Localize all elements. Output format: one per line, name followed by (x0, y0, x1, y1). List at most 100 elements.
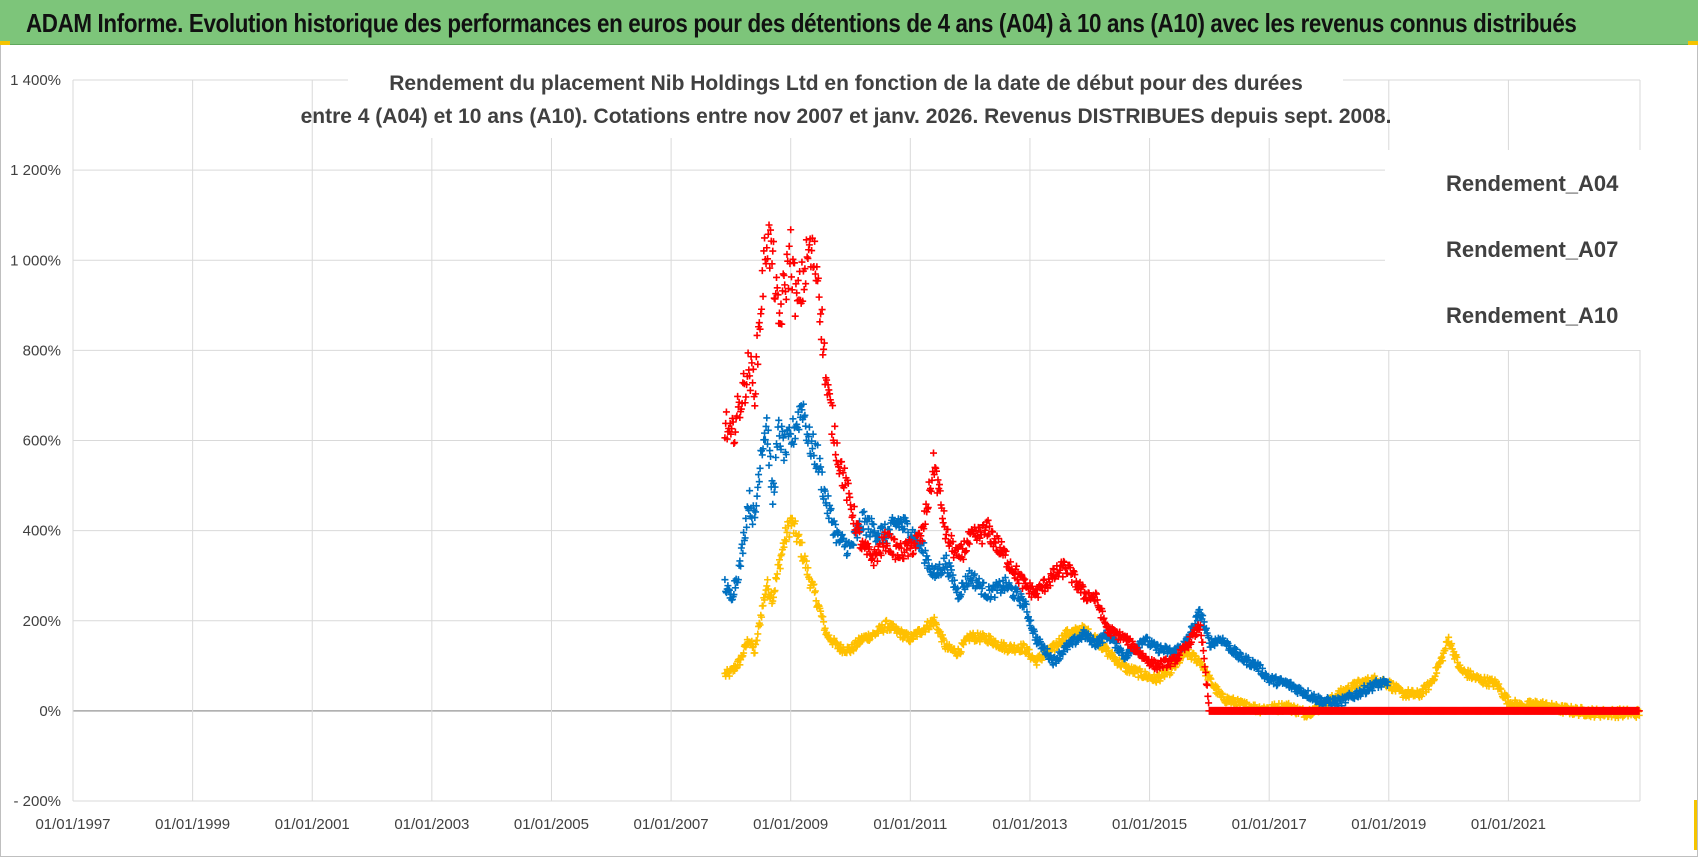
data-point (1196, 606, 1204, 614)
data-point (823, 376, 831, 384)
data-point (762, 422, 770, 430)
data-point (764, 255, 772, 263)
data-point (1034, 593, 1042, 601)
banner-title: ADAM Informe. Evolution historique des p… (26, 8, 1577, 38)
data-point (839, 469, 847, 477)
data-point (820, 495, 828, 503)
data-point (855, 528, 863, 536)
data-point (743, 523, 751, 531)
data-point (820, 618, 828, 626)
corner-accent-right (1688, 41, 1698, 45)
x-tick-label: 01/01/1999 (155, 816, 230, 833)
data-point (798, 406, 806, 414)
data-point (802, 422, 810, 430)
data-point (763, 414, 771, 422)
data-point (949, 538, 957, 546)
data-point (767, 226, 775, 234)
data-point (1634, 706, 1643, 715)
data-point (782, 537, 790, 545)
data-point (975, 524, 983, 532)
data-point (756, 464, 764, 472)
data-point (738, 540, 746, 548)
data-point (1027, 584, 1035, 592)
data-point (756, 621, 764, 629)
data-point (852, 529, 860, 537)
data-point (730, 591, 738, 599)
data-point (850, 541, 858, 549)
data-point (940, 507, 948, 515)
data-point (805, 423, 813, 431)
data-point (749, 365, 757, 373)
data-point (924, 556, 932, 564)
data-point (850, 647, 858, 655)
data-point (766, 264, 774, 272)
data-point (965, 580, 973, 588)
data-point (744, 349, 752, 357)
data-point (1087, 631, 1094, 639)
data-point (899, 526, 907, 534)
data-point (776, 565, 784, 573)
data-point (923, 552, 931, 560)
data-point (802, 280, 810, 288)
data-point (927, 487, 935, 495)
data-point (758, 267, 766, 275)
data-point (1203, 681, 1211, 689)
data-point (771, 587, 779, 595)
legend-label: Rendement_A07 (1446, 237, 1618, 262)
data-point (1010, 641, 1018, 649)
data-point (949, 571, 957, 579)
data-point (835, 463, 843, 471)
data-point (746, 372, 754, 380)
data-point (790, 259, 798, 267)
data-point (764, 426, 772, 434)
data-points (721, 179, 1643, 722)
data-point (761, 436, 769, 444)
data-point (788, 286, 796, 294)
y-tick-label: 200% (23, 613, 61, 630)
data-point (947, 566, 955, 574)
data-point (1445, 633, 1453, 641)
x-tick-label: 01/01/1997 (35, 816, 110, 833)
data-point (728, 425, 736, 433)
data-point (1229, 694, 1237, 702)
data-point (749, 520, 757, 528)
data-point (764, 576, 772, 584)
data-point (1023, 608, 1031, 616)
data-point (782, 295, 790, 303)
data-point (885, 530, 893, 538)
data-point (768, 260, 776, 268)
data-point (941, 560, 949, 568)
data-point (978, 540, 986, 548)
data-point (1384, 678, 1392, 686)
data-point (1304, 687, 1312, 695)
data-point (804, 439, 812, 447)
data-point (939, 519, 947, 527)
data-point (765, 461, 773, 469)
data-point (1030, 627, 1038, 635)
data-point (945, 559, 953, 567)
legend-label: Rendement_A10 (1446, 303, 1618, 328)
data-point (947, 532, 955, 540)
data-point (858, 508, 866, 516)
data-point (975, 575, 983, 583)
data-point (935, 481, 943, 489)
data-point (809, 430, 817, 438)
data-point (813, 263, 821, 271)
data-point (721, 576, 729, 584)
data-point (734, 392, 742, 400)
data-point (959, 555, 967, 563)
data-point (971, 570, 979, 578)
data-point (763, 582, 771, 590)
x-tick-label: 01/01/2013 (992, 816, 1067, 833)
y-tick-label: 1 000% (10, 252, 61, 269)
data-point (1046, 582, 1054, 590)
data-point (758, 305, 766, 313)
data-point (828, 430, 836, 438)
data-point (1204, 692, 1212, 700)
data-point (841, 464, 849, 472)
data-point (783, 528, 791, 536)
data-point (723, 435, 731, 443)
data-point (758, 451, 766, 459)
data-point (1059, 573, 1067, 581)
data-point (734, 576, 742, 584)
